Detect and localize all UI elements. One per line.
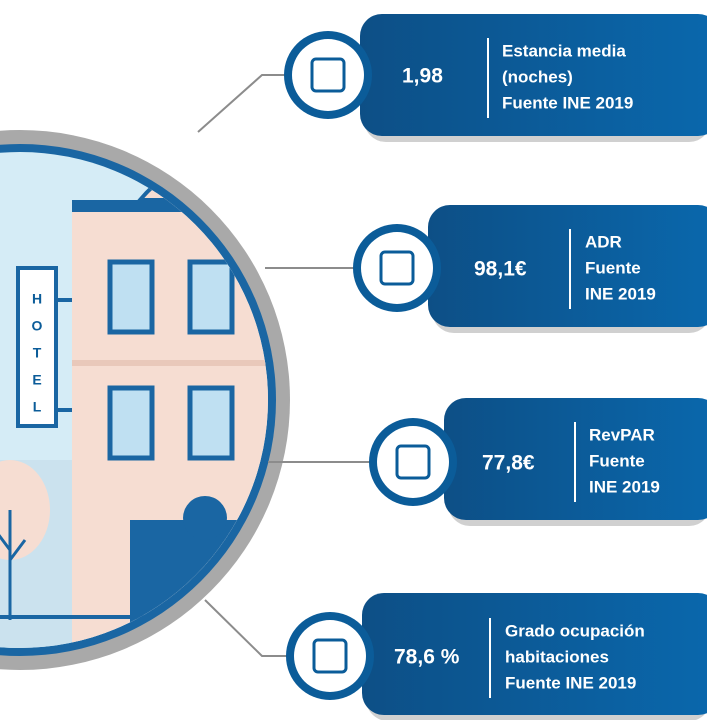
sign-letter: O xyxy=(32,318,43,334)
sign-letter: L xyxy=(33,399,42,415)
kpi-label: Grado ocupación xyxy=(505,621,645,640)
kpi-card: 78,6 % Grado ocupación habitaciones Fuente … xyxy=(286,593,707,720)
kpi-label: Fuente INE 2019 xyxy=(505,673,636,692)
kpi-label: Fuente xyxy=(585,258,641,277)
kpi-label: INE 2019 xyxy=(589,477,660,496)
kpi-value: 98,1€ xyxy=(474,258,527,281)
kpi-card: 1,98 Estancia media (noches) Fuente INE 201… xyxy=(284,14,707,142)
kpi-value: 77,8€ xyxy=(482,452,535,475)
kpi-card: 98,1€ ADR Fuente INE 2019 xyxy=(353,205,707,333)
sign-letter: T xyxy=(33,345,42,361)
kpi-card: 77,8€ RevPAR Fuente INE 2019 xyxy=(369,398,707,526)
kpi-label: RevPAR xyxy=(589,425,655,444)
infographic: HOTEL 1,98 Estancia media (noches) Fuente I… xyxy=(0,0,707,720)
kpi-value: 1,98 xyxy=(402,65,443,88)
icon-bg xyxy=(377,426,449,498)
kpi-label: (noches) xyxy=(502,67,573,86)
sign-letter: E xyxy=(32,372,41,388)
card-bg xyxy=(428,205,707,327)
kpi-label: INE 2019 xyxy=(585,284,656,303)
kpi-label: Fuente INE 2019 xyxy=(502,93,633,112)
sign-letter: H xyxy=(32,291,42,307)
icon-bg xyxy=(361,232,433,304)
kpi-label: Estancia media xyxy=(502,41,626,60)
kpi-value: 78,6 % xyxy=(394,646,460,669)
kpi-label: ADR xyxy=(585,232,622,251)
kpi-label: Fuente xyxy=(589,451,645,470)
kpi-label: habitaciones xyxy=(505,647,609,666)
icon-bg xyxy=(292,39,364,111)
icon-bg xyxy=(294,620,366,692)
